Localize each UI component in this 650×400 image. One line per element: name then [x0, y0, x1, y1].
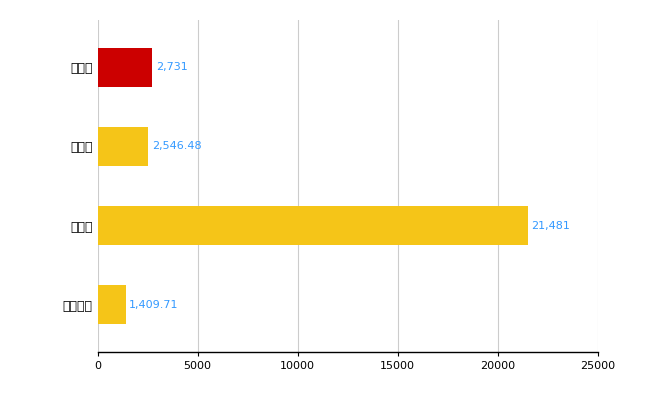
- Text: 1,409.71: 1,409.71: [129, 300, 179, 310]
- Bar: [98, 285, 125, 324]
- Text: 21,481: 21,481: [531, 220, 570, 230]
- Bar: [98, 127, 148, 166]
- Text: 2,731: 2,731: [156, 62, 188, 72]
- Text: 2,546.48: 2,546.48: [152, 142, 202, 152]
- Bar: [98, 48, 152, 87]
- Bar: [98, 206, 528, 245]
